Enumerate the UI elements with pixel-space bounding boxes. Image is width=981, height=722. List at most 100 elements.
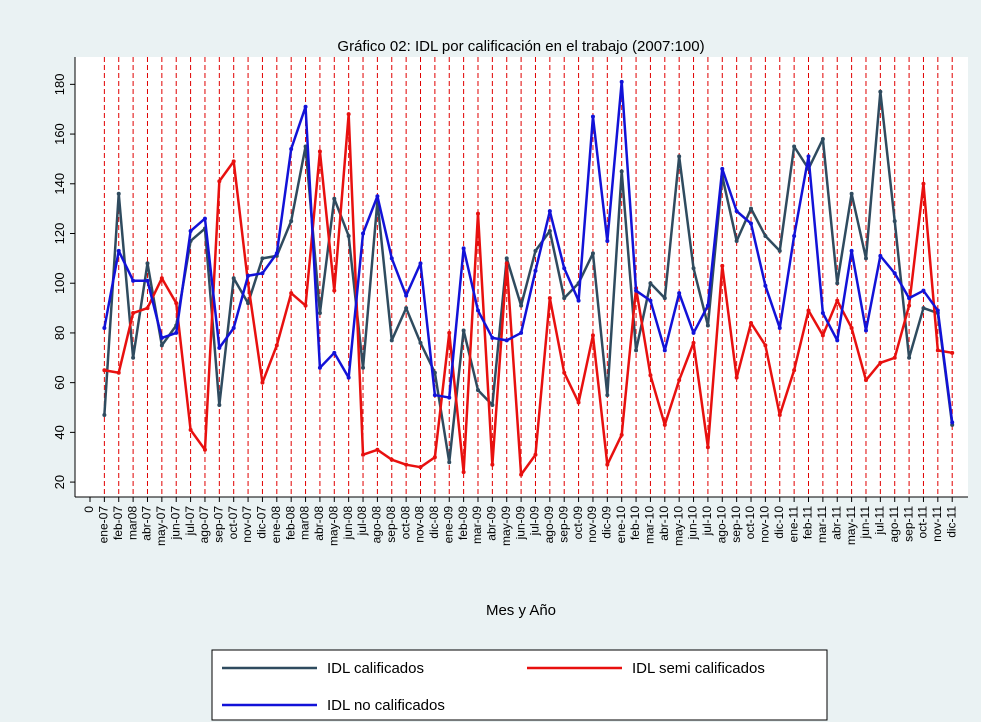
data-point [691,330,696,335]
x-tick-label: ene-07 [97,506,111,544]
x-tick-label: ene-11 [786,506,800,543]
x-tick-label: ene-08 [269,506,283,544]
y-tick-label: 160 [52,123,67,145]
data-point [174,301,179,306]
x-tick-label: feb-09 [456,506,470,540]
data-point [159,276,164,281]
data-point [950,420,955,425]
x-tick-label: jul-11 [873,506,887,536]
data-point [260,380,265,385]
x-tick-label: abr-11 [829,506,843,540]
data-point [346,375,351,380]
data-point [863,256,868,261]
data-point [691,266,696,271]
chart-title: Gráfico 02: IDL por calificación en el t… [337,38,704,55]
x-tick-label: feb-07 [111,506,125,540]
data-point [519,303,524,308]
data-point [619,79,624,84]
x-tick-label: nov-11 [930,506,944,542]
data-point [102,325,107,330]
x-tick-label: ene-10 [614,506,628,544]
y-tick-label: 80 [52,326,67,340]
data-point [677,291,682,296]
data-point [619,432,624,437]
x-tick-label: jul-08 [355,506,369,537]
y-tick-label: 100 [52,272,67,294]
data-point [289,291,294,296]
data-point [519,330,524,335]
data-point [634,348,639,353]
x-tick-label: ago-07 [197,506,211,544]
x-tick-label: sep-11 [901,506,915,542]
x-tick-label: ago-08 [370,506,384,544]
data-point [504,338,509,343]
data-point [648,281,653,286]
x-tick-label: mar08 [298,506,312,540]
data-point [303,104,308,109]
data-point [734,375,739,380]
data-point [907,303,912,308]
data-point [303,303,308,308]
data-point [648,373,653,378]
data-point [576,400,581,405]
data-point [777,412,782,417]
x-tick-label: mar-10 [643,506,657,544]
data-point [447,330,452,335]
x-tick-label: dic-08 [427,506,441,539]
data-point [519,472,524,477]
data-point [763,233,768,238]
data-point [332,288,337,293]
data-point [720,166,725,171]
data-point [432,370,437,375]
data-point [317,365,322,370]
data-point [432,455,437,460]
series-line [103,90,954,464]
data-point [849,248,854,253]
data-point [590,333,595,338]
data-point [792,368,797,373]
data-point [404,462,409,467]
data-point [820,333,825,338]
data-point [159,335,164,340]
y-tick-label: 20 [52,475,67,489]
data-point [892,219,897,224]
x-tick-label: feb-10 [628,506,642,540]
data-point [705,323,710,328]
data-point [389,457,394,462]
data-point [418,465,423,470]
x-tick-label: 0 [82,506,96,513]
x-tick-label: mar-09 [470,506,484,544]
x-tick-label: sep-10 [729,506,743,543]
data-point [159,343,164,348]
data-point [533,268,538,273]
data-point [705,303,710,308]
data-point [131,278,136,283]
data-point [763,343,768,348]
data-point [188,427,193,432]
data-point [504,256,509,261]
data-point [749,221,754,226]
data-point [490,335,495,340]
data-point [102,412,107,417]
data-point [734,238,739,243]
x-tick-label: may-09 [499,506,513,546]
data-point [835,281,840,286]
data-point [246,273,251,278]
x-tick-label: nov-10 [758,506,772,543]
x-tick-label: jun-10 [686,506,700,541]
data-point [361,231,366,236]
x-tick-label: oct-08 [398,506,412,540]
data-point [188,229,193,234]
data-point [404,306,409,311]
data-point [835,338,840,343]
x-tick-label: oct-10 [743,506,757,540]
x-tick-label: jun-08 [341,506,355,541]
data-point [863,328,868,333]
data-point [849,191,854,196]
data-point [246,301,251,306]
data-point [835,298,840,303]
data-point [217,345,222,350]
data-point [447,395,452,400]
x-tick-label: jun-07 [168,506,182,541]
